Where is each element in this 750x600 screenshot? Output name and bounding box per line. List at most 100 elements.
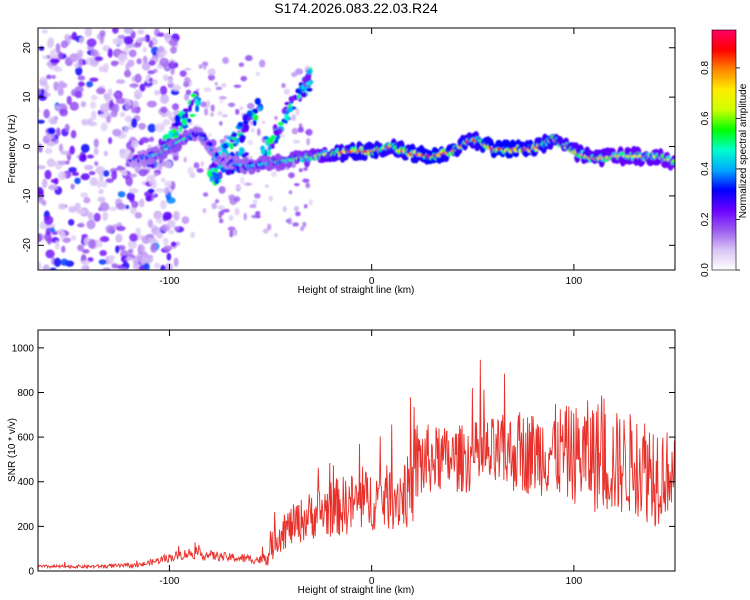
- heat-cell: [154, 123, 165, 132]
- heat-cell: [46, 158, 56, 168]
- heat-cell: [138, 122, 147, 130]
- heat-cell: [78, 153, 87, 163]
- heat-cell: [131, 140, 139, 149]
- heat-cell: [297, 127, 304, 133]
- heat-cell: [162, 74, 169, 82]
- heat-cell: [159, 85, 168, 96]
- heat-cell: [254, 193, 261, 199]
- heat-cell: [266, 137, 274, 145]
- heat-cell: [295, 107, 300, 116]
- heat-cell: [225, 168, 232, 176]
- heat-cell: [110, 60, 119, 67]
- heat-cell: [244, 182, 253, 186]
- heat-cell: [162, 211, 173, 221]
- heat-cell: [70, 129, 77, 139]
- heat-cell: [207, 133, 212, 138]
- heat-cell: [141, 235, 151, 244]
- heat-cell: [58, 80, 66, 89]
- heat-cell: [193, 162, 200, 169]
- heat-cell: [93, 147, 99, 156]
- heat-cell: [267, 145, 272, 151]
- heat-cell: [262, 228, 269, 234]
- heat-cell: [81, 118, 90, 126]
- heat-cell: [138, 244, 146, 254]
- heat-cell: [291, 127, 299, 135]
- heat-cell: [115, 233, 123, 243]
- heat-cell: [140, 37, 147, 42]
- heat-cell: [58, 203, 67, 210]
- heat-cell: [38, 108, 41, 113]
- heat-cell: [147, 219, 154, 228]
- heat-cell: [64, 123, 70, 132]
- heat-cell: [171, 103, 180, 111]
- heat-cell: [67, 218, 75, 226]
- heat-cell: [144, 34, 151, 43]
- top-y-tick-label: 0: [22, 143, 33, 149]
- heat-cell: [199, 101, 208, 108]
- heat-cell: [305, 87, 313, 92]
- heat-cell: [94, 161, 99, 167]
- heat-cell: [210, 167, 216, 173]
- bottom-x-ticks: -100 0 100: [159, 330, 583, 587]
- heat-cell: [175, 241, 181, 246]
- heat-cell: [55, 43, 61, 53]
- heat-cell: [84, 28, 93, 37]
- heat-cell: [189, 113, 196, 118]
- heat-cell: [115, 245, 120, 254]
- heat-cell: [100, 122, 108, 132]
- heat-cell: [77, 75, 86, 81]
- heat-cell: [295, 211, 301, 217]
- heat-cell: [198, 64, 203, 69]
- heat-cell: [294, 205, 299, 212]
- heat-cell: [217, 205, 225, 210]
- heat-cell: [80, 101, 87, 108]
- spectrogram-cells: [38, 28, 675, 270]
- bottom-y-tick-label: 600: [17, 433, 34, 444]
- heat-cell: [222, 114, 228, 118]
- heat-cell: [184, 67, 192, 71]
- colorbar-ticks: 0.0 0.2 0.4 0.6 0.8: [700, 61, 740, 277]
- heat-cell: [266, 223, 272, 231]
- heat-cell: [123, 28, 134, 35]
- heat-cell: [71, 31, 78, 41]
- heat-cell: [139, 137, 150, 144]
- heat-cell: [280, 133, 285, 138]
- heat-cell: [148, 77, 153, 83]
- heat-cell: [90, 49, 99, 57]
- heat-cell: [168, 130, 174, 139]
- bottom-x-axis-label: Height of straight line (km): [298, 585, 415, 596]
- heat-cell: [162, 119, 171, 126]
- heat-cell: [244, 55, 253, 62]
- heat-cell: [68, 166, 77, 173]
- heat-cell: [281, 107, 286, 114]
- heat-cell: [287, 217, 293, 225]
- heat-cell: [128, 49, 137, 58]
- heat-cell: [87, 121, 98, 127]
- heat-cell: [38, 261, 42, 270]
- snr-panel: -100 0 100 0 200 400 600 800 1000 Height of str…: [7, 329, 676, 596]
- heat-cell: [80, 260, 91, 265]
- heat-cell: [43, 215, 54, 226]
- heat-cell: [99, 202, 110, 212]
- heat-cell: [98, 113, 109, 118]
- heat-cell: [235, 108, 240, 115]
- heat-cell: [86, 219, 96, 230]
- heat-cell: [129, 195, 135, 203]
- heat-cell: [48, 184, 59, 191]
- heat-cell: [187, 118, 192, 123]
- heat-cell: [288, 172, 295, 179]
- heat-cell: [128, 188, 139, 194]
- heat-cell: [43, 92, 51, 97]
- heat-cell: [306, 137, 311, 146]
- heat-cell: [246, 102, 255, 110]
- heat-cell: [86, 154, 95, 159]
- heat-cell: [238, 135, 245, 143]
- heat-cell: [42, 264, 50, 270]
- heat-cell: [173, 257, 179, 267]
- heat-cell: [40, 76, 48, 81]
- heat-cell: [102, 211, 109, 220]
- heat-cell: [196, 168, 204, 173]
- heat-cell: [74, 177, 81, 185]
- colorbar-label: Normalized spectral amplitude: [738, 83, 749, 218]
- heat-cell: [229, 143, 234, 150]
